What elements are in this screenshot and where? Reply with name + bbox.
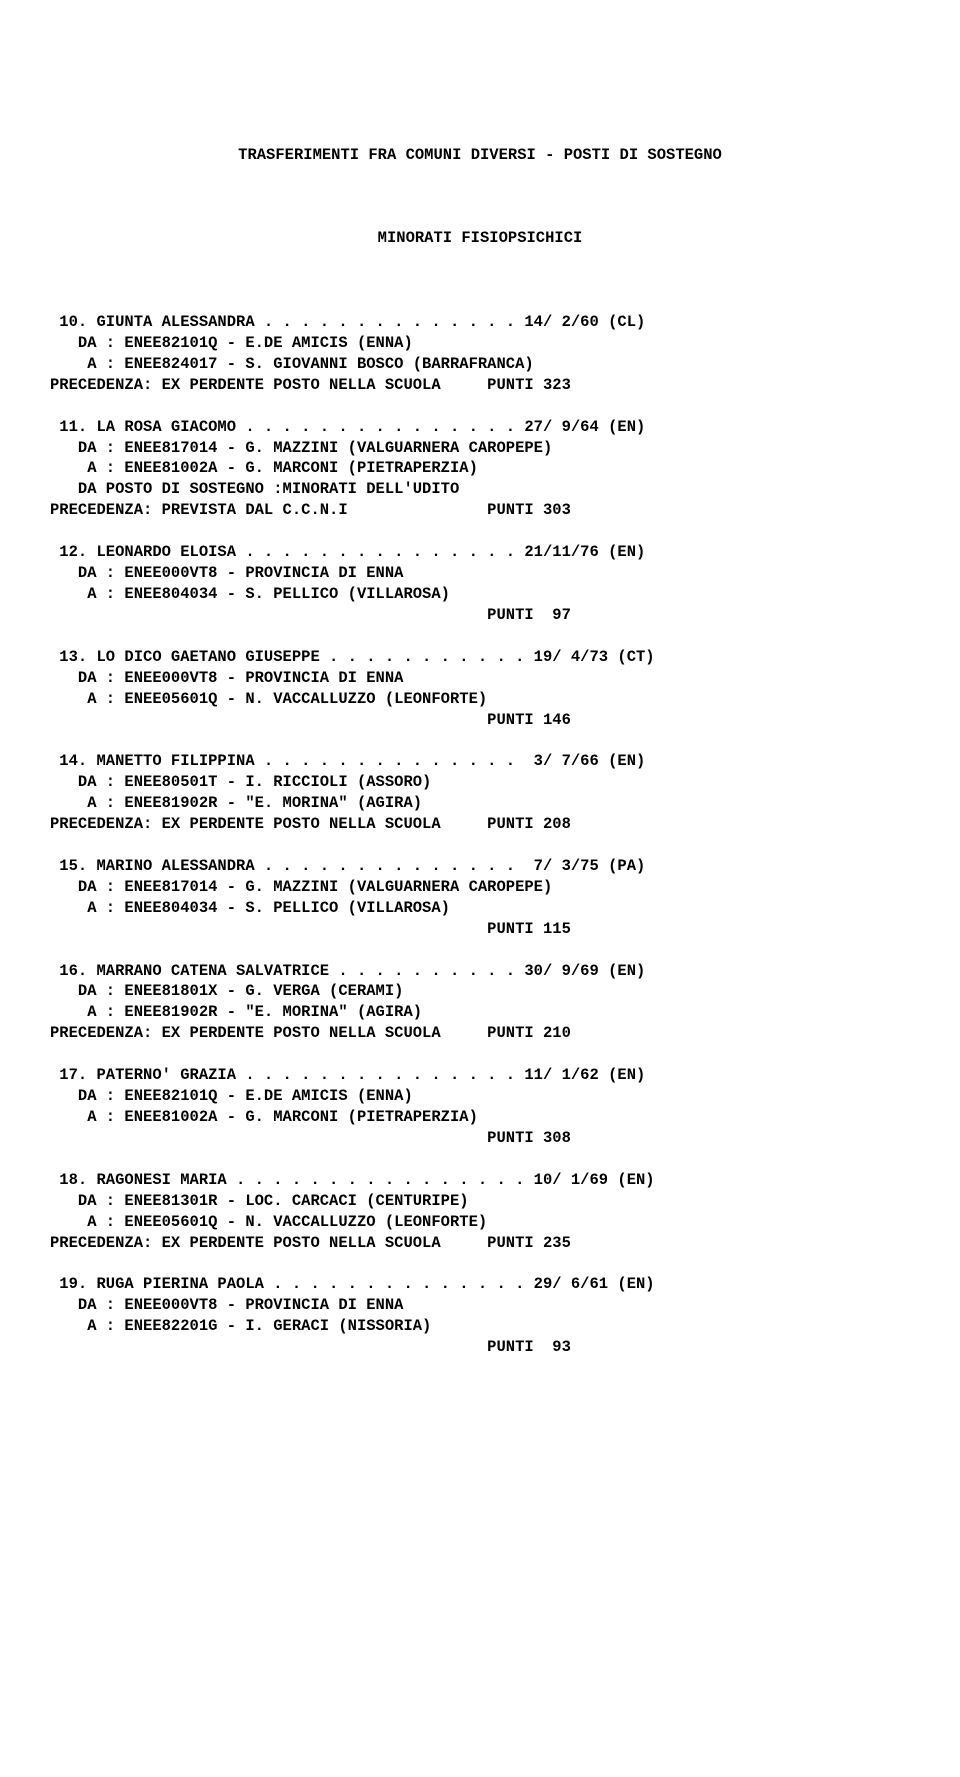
blank <box>50 730 910 751</box>
entry-line: 18. RAGONESI MARIA . . . . . . . . . . .… <box>50 1170 910 1191</box>
entry-line: PUNTI 146 <box>50 710 910 731</box>
entry-line: DA : ENEE817014 - G. MAZZINI (VALGUARNER… <box>50 438 910 459</box>
entry-line: PUNTI 93 <box>50 1337 910 1358</box>
entry-line: PRECEDENZA: PREVISTA DAL C.C.N.I PUNTI 3… <box>50 500 910 521</box>
blank <box>50 1149 910 1170</box>
entry-line: PRECEDENZA: EX PERDENTE POSTO NELLA SCUO… <box>50 1023 910 1044</box>
entry-line: PUNTI 115 <box>50 919 910 940</box>
entry-line: 19. RUGA PIERINA PAOLA . . . . . . . . .… <box>50 1274 910 1295</box>
entry-line: DA : ENEE000VT8 - PROVINCIA DI ENNA <box>50 563 910 584</box>
blank <box>50 1253 910 1274</box>
page-title: TRASFERIMENTI FRA COMUNI DIVERSI - POSTI… <box>50 145 910 166</box>
blank <box>50 270 910 291</box>
entry-line: DA : ENEE81301R - LOC. CARCACI (CENTURIP… <box>50 1191 910 1212</box>
entry-line: PUNTI 97 <box>50 605 910 626</box>
entry-line: 10. GIUNTA ALESSANDRA . . . . . . . . . … <box>50 312 910 333</box>
entry-line: A : ENEE05601Q - N. VACCALLUZZO (LEONFOR… <box>50 1212 910 1233</box>
entry-line: A : ENEE824017 - S. GIOVANNI BOSCO (BARR… <box>50 354 910 375</box>
entry-line: A : ENEE81902R - "E. MORINA" (AGIRA) <box>50 793 910 814</box>
entry-line: PRECEDENZA: EX PERDENTE POSTO NELLA SCUO… <box>50 375 910 396</box>
page-subtitle: MINORATI FISIOPSICHICI <box>50 228 910 249</box>
blank <box>50 1358 910 1379</box>
entry-line: A : ENEE81002A - G. MARCONI (PIETRAPERZI… <box>50 1107 910 1128</box>
entry-line: DA : ENEE000VT8 - PROVINCIA DI ENNA <box>50 668 910 689</box>
entry-line: A : ENEE05601Q - N. VACCALLUZZO (LEONFOR… <box>50 689 910 710</box>
blank <box>50 1044 910 1065</box>
blank <box>50 835 910 856</box>
entry-line: A : ENEE81002A - G. MARCONI (PIETRAPERZI… <box>50 458 910 479</box>
entry-line: 15. MARINO ALESSANDRA . . . . . . . . . … <box>50 856 910 877</box>
entries-container: 10. GIUNTA ALESSANDRA . . . . . . . . . … <box>50 312 910 1379</box>
entry-line: A : ENEE81902R - "E. MORINA" (AGIRA) <box>50 1002 910 1023</box>
entry-line: DA : ENEE817014 - G. MAZZINI (VALGUARNER… <box>50 877 910 898</box>
entry-line: 17. PATERNO' GRAZIA . . . . . . . . . . … <box>50 1065 910 1086</box>
entry-line: DA POSTO DI SOSTEGNO :MINORATI DELL'UDIT… <box>50 479 910 500</box>
entry-line: A : ENEE804034 - S. PELLICO (VILLAROSA) <box>50 898 910 919</box>
blank <box>50 626 910 647</box>
entry-line: 12. LEONARDO ELOISA . . . . . . . . . . … <box>50 542 910 563</box>
entry-line: A : ENEE804034 - S. PELLICO (VILLAROSA) <box>50 584 910 605</box>
entry-line: DA : ENEE82101Q - E.DE AMICIS (ENNA) <box>50 1086 910 1107</box>
entry-line: PRECEDENZA: EX PERDENTE POSTO NELLA SCUO… <box>50 814 910 835</box>
entry-line: 14. MANETTO FILIPPINA . . . . . . . . . … <box>50 751 910 772</box>
blank <box>50 940 910 961</box>
entry-line: DA : ENEE000VT8 - PROVINCIA DI ENNA <box>50 1295 910 1316</box>
entry-line: 13. LO DICO GAETANO GIUSEPPE . . . . . .… <box>50 647 910 668</box>
blank <box>50 186 910 207</box>
entry-line: PUNTI 308 <box>50 1128 910 1149</box>
entry-line: PRECEDENZA: EX PERDENTE POSTO NELLA SCUO… <box>50 1233 910 1254</box>
entry-line: 16. MARRANO CATENA SALVATRICE . . . . . … <box>50 961 910 982</box>
entry-line: 11. LA ROSA GIACOMO . . . . . . . . . . … <box>50 417 910 438</box>
entry-line: DA : ENEE81801X - G. VERGA (CERAMI) <box>50 981 910 1002</box>
document-root: TRASFERIMENTI FRA COMUNI DIVERSI - POSTI… <box>50 124 910 1400</box>
entry-line: DA : ENEE80501T - I. RICCIOLI (ASSORO) <box>50 772 910 793</box>
entry-line: DA : ENEE82101Q - E.DE AMICIS (ENNA) <box>50 333 910 354</box>
blank <box>50 396 910 417</box>
entry-line: A : ENEE82201G - I. GERACI (NISSORIA) <box>50 1316 910 1337</box>
blank <box>50 521 910 542</box>
